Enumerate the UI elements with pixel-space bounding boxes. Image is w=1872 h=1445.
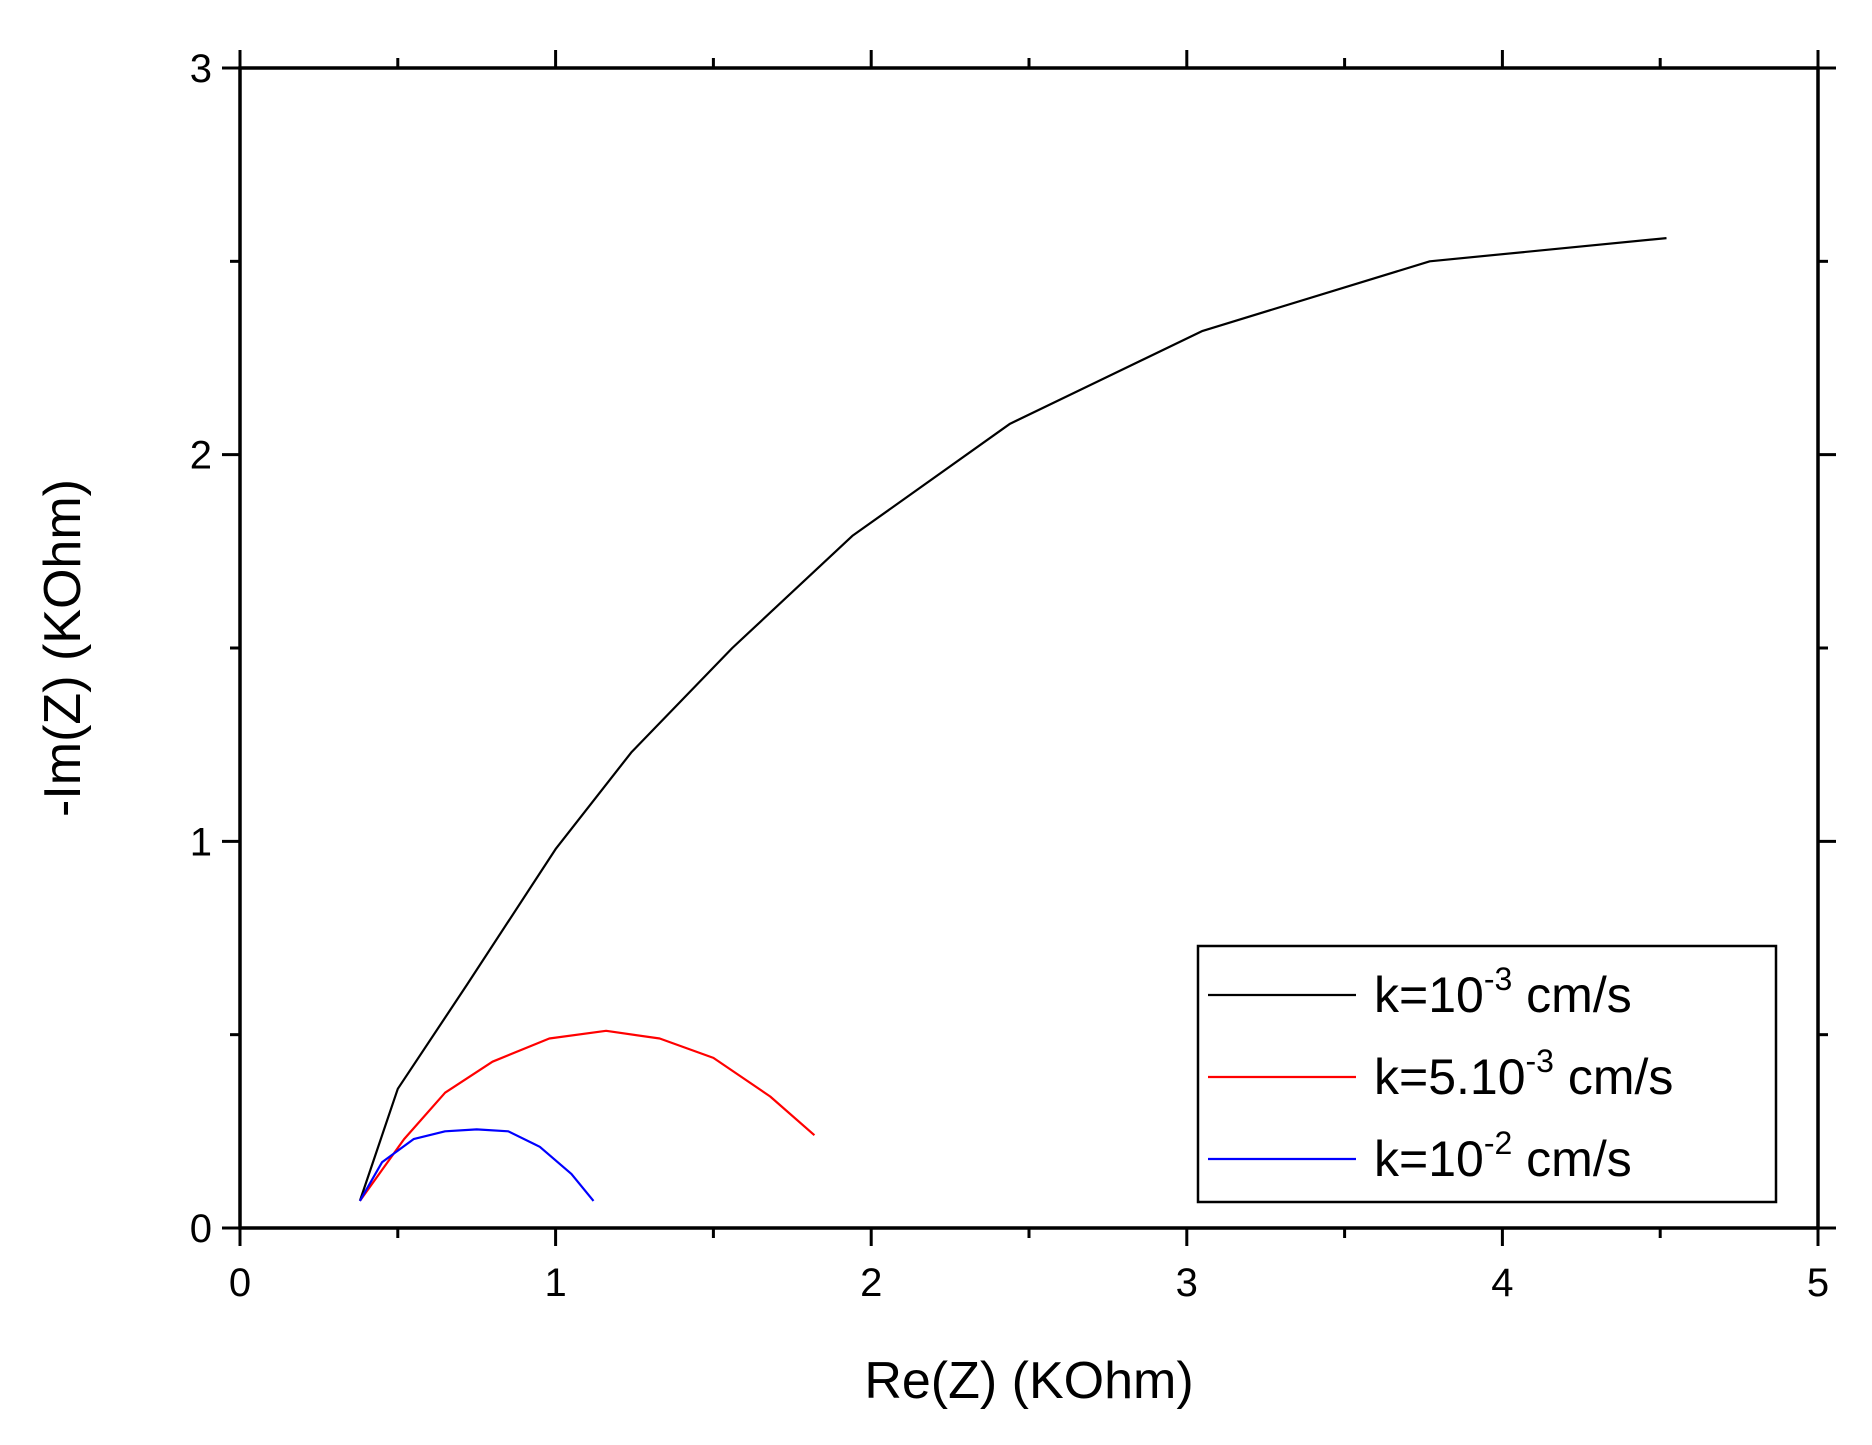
legend: k=10-3 cm/s k=5.10-3 cm/s k=10-2 cm/s — [1196, 944, 1778, 1204]
x-axis-title: Re(Z) (KOhm) — [864, 1352, 1193, 1410]
y-tick-label: 0 — [190, 1207, 212, 1251]
y-tick-label: 2 — [190, 434, 212, 478]
series-line-3 — [358, 1128, 595, 1202]
x-tick-label: 0 — [229, 1261, 251, 1305]
x-tick-label: 3 — [1176, 1261, 1198, 1305]
series-lines — [358, 237, 1667, 1202]
x-tick-label: 4 — [1491, 1261, 1513, 1305]
tick-labels: 0 1 2 3 4 5 0 1 2 3 — [190, 47, 1829, 1305]
y-tick-label: 1 — [190, 820, 212, 864]
legend-label-1: k=10-3 cm/s — [1374, 961, 1632, 1023]
legend-label-3: k=10-2 cm/s — [1374, 1125, 1632, 1187]
legend-label-2: k=5.10-3 cm/s — [1374, 1043, 1673, 1105]
plot-frame — [238, 66, 1820, 1230]
legend-box — [1196, 944, 1778, 1204]
x-tick-label: 1 — [544, 1261, 566, 1305]
x-tick-label: 5 — [1807, 1261, 1829, 1305]
series-line-2 — [359, 1029, 816, 1202]
y-tick-label: 3 — [190, 47, 212, 91]
y-axis-title: -Im(Z) (KOhm) — [34, 479, 92, 817]
x-tick-label: 2 — [860, 1261, 882, 1305]
series-line-1 — [358, 237, 1667, 1202]
